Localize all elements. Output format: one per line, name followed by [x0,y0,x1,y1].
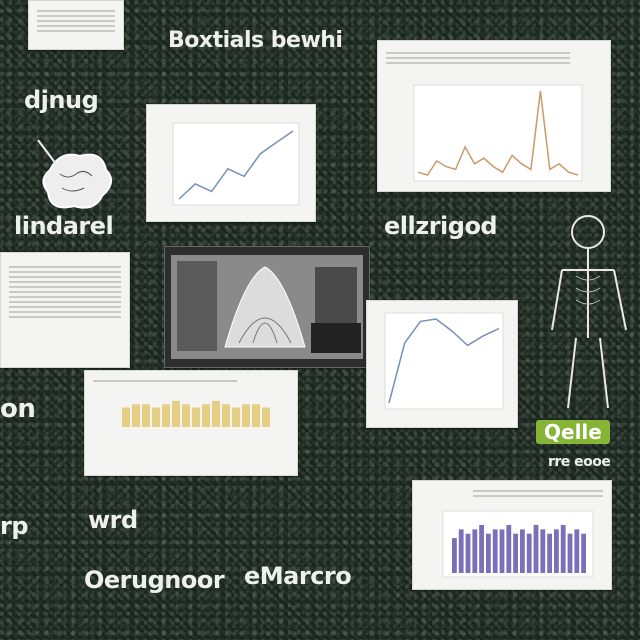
label-top-center: Boxtials bewhi [168,28,343,53]
bars-yellow-bar [212,401,220,427]
curve-chart-series [388,318,500,404]
bar-chart-card-purple [412,480,612,590]
bars-purple-bar [581,533,586,573]
line-chart-small-series [178,130,294,200]
line-chart-large [413,84,583,182]
bars-purple-bar [513,533,518,573]
bars-purple-bar [492,529,498,573]
brain-sketch-icon [37,139,113,209]
line-chart-small [172,122,300,206]
bars-yellow-bar [202,404,210,428]
skeleton-figure-icon [551,215,627,409]
bars-yellow-bar [162,404,170,428]
bars-yellow-bar [192,407,200,427]
bars-purple-bar [533,525,539,573]
bars-yellow-bar [222,404,230,428]
bar-chart-card-yellow [84,370,298,476]
bars-yellow-bar [132,404,140,428]
bars-yellow-bar [142,404,150,428]
bars-yellow-bar [172,401,180,427]
bars-purple-bar [554,529,559,573]
label-bottom-left-a: rp [0,512,29,540]
curve-chart-card [366,300,518,428]
bars-yellow-bar [232,407,240,427]
bars-purple-bar [567,533,573,573]
bar-chart-purple [442,510,594,578]
bars-purple-bar [499,529,505,573]
bars-purple-bar [574,529,580,573]
bar-chart-yellow [122,401,270,428]
bars-purple-bar [526,533,532,573]
tag-subtext: rre eooe [548,454,611,470]
bars-yellow-bar [152,407,160,427]
label-left-upper: djnug [24,86,99,114]
bars-purple-bar [465,533,471,573]
label-bottom-left-c: Oerugnoor [84,566,225,594]
bars-yellow-bar [252,404,260,428]
bars-purple-bar [486,533,491,573]
bars-purple-bar [560,525,566,573]
label-bottom-center: eMarcro [244,562,352,590]
label-mid-right: ellzrigod [384,212,498,240]
text-card-left [0,252,130,368]
note-card-top-left [28,0,124,50]
xray-photo-card [164,246,370,368]
bars-purple-bar [472,529,478,573]
bars-yellow-bar [182,404,190,428]
bars-purple-bar [479,525,484,573]
line-chart-card-small [146,104,316,222]
bars-purple-bar [452,538,457,573]
bars-yellow-bar [242,404,250,428]
bars-purple-bar [458,529,464,573]
bars-yellow-bar [262,407,270,427]
label-bottom-left-b: wrd [88,506,138,534]
bars-purple-bar [540,529,546,573]
line-chart-large-series [417,90,579,176]
label-left-lower: on [0,394,36,424]
line-chart-card-large [377,40,611,192]
label-left-mid: lindarel [14,212,114,240]
green-tag: Qelle [536,420,610,444]
bars-purple-bar [506,525,512,573]
curve-chart [384,312,504,410]
bars-yellow-bar [122,407,130,427]
bars-purple-bar [520,529,525,573]
bars-purple-bar [547,533,552,573]
xray-photo [171,255,363,359]
